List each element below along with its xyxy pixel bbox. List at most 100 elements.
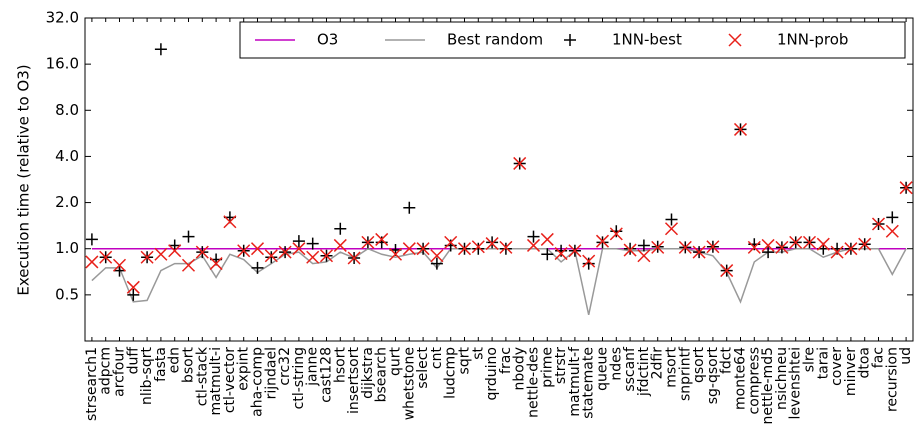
- data-point: [127, 288, 140, 301]
- data-point: [775, 240, 789, 254]
- x-tick-label: insertsort: [346, 347, 362, 415]
- data-point: [568, 244, 582, 258]
- x-tick-label: bsearch: [374, 347, 390, 402]
- data-point: [623, 243, 637, 257]
- x-tick-label: qsort: [691, 346, 707, 383]
- data-point: [361, 235, 375, 249]
- data-point: [85, 233, 98, 246]
- x-tick-label: fasta: [153, 347, 169, 382]
- data-point: [99, 250, 113, 264]
- x-tick-label: prime: [539, 347, 555, 388]
- x-tick-label: slre: [802, 347, 818, 372]
- x-tick-label: nsichneu: [774, 347, 790, 410]
- data-point: [830, 245, 844, 259]
- y-tick-label: 8.0: [55, 101, 79, 119]
- data-point: [582, 257, 595, 270]
- x-tick-label: rijndael: [263, 347, 279, 399]
- data-point: [610, 225, 623, 238]
- y-tick-label: 16.0: [46, 55, 79, 73]
- data-point: [637, 239, 650, 252]
- x-tick-label: aha-comp: [250, 347, 266, 417]
- data-point: [802, 235, 817, 249]
- x-tick-label: adpcm: [98, 347, 114, 395]
- data-point: [513, 156, 527, 170]
- legend-label: Best random: [447, 31, 543, 49]
- data-point: [237, 244, 251, 258]
- legend-marker: [564, 34, 576, 46]
- data-point: [85, 255, 99, 269]
- data-point: [899, 181, 913, 195]
- data-point: [762, 246, 775, 259]
- data-point: [733, 122, 748, 136]
- data-point: [251, 261, 264, 274]
- x-tick-label: fdct: [719, 347, 735, 375]
- data-point: [250, 242, 265, 256]
- data-point: [844, 242, 858, 256]
- data-point: [747, 240, 761, 254]
- data-point: [126, 280, 140, 294]
- data-point: [886, 211, 899, 224]
- data-point: [816, 237, 830, 251]
- data-point: [651, 240, 665, 254]
- data-point: [664, 222, 679, 236]
- x-tick-label: sscanf: [622, 346, 638, 392]
- x-tick-label: arcfour: [112, 347, 128, 397]
- data-point: [388, 247, 403, 261]
- x-tick-label: frac: [498, 347, 514, 374]
- data-point: [306, 250, 320, 264]
- x-tick-label: strsearch1: [84, 347, 100, 421]
- data-point: [334, 222, 347, 235]
- data-point: [292, 235, 305, 248]
- data-point: [264, 249, 278, 263]
- data-point: [430, 249, 444, 263]
- data-point: [375, 232, 389, 246]
- data-point: [527, 230, 540, 243]
- x-tick-label: expint: [236, 346, 252, 390]
- data-point: [692, 245, 706, 259]
- data-point: [555, 244, 568, 257]
- data-point: [292, 242, 306, 256]
- x-tick-label: tarai: [815, 347, 831, 379]
- x-tick-label: select: [415, 347, 431, 389]
- x-tick-label: ctl-vector: [222, 347, 238, 413]
- data-point: [168, 239, 181, 252]
- data-point: [223, 215, 237, 229]
- x-tick-label: queue: [595, 347, 611, 391]
- data-point: [278, 245, 292, 259]
- data-point: [596, 236, 609, 249]
- y-tick-label: 4.0: [55, 147, 79, 165]
- data-point: [789, 235, 803, 249]
- x-tick-label: cover: [829, 347, 845, 386]
- data-point: [319, 249, 334, 263]
- x-tick-label: duff: [125, 347, 141, 375]
- data-point: [871, 217, 886, 231]
- x-tick-label: bsort: [181, 346, 197, 383]
- data-point: [375, 236, 388, 249]
- data-point: [209, 257, 223, 271]
- x-tick-label: nettle-md5: [760, 347, 776, 424]
- data-point: [347, 251, 361, 265]
- legend-label: 1NN-prob: [777, 31, 848, 49]
- x-tick-label: whetstone: [401, 347, 417, 420]
- x-tick-label: edn: [167, 347, 183, 373]
- data-point: [154, 247, 168, 261]
- x-tick-label: qurt: [388, 347, 404, 377]
- data-point: [706, 240, 720, 254]
- data-point: [333, 238, 347, 252]
- data-point: [595, 234, 610, 248]
- data-point: [486, 236, 499, 249]
- x-tick-label: ndes: [608, 347, 624, 381]
- x-tick-label: strstr: [553, 347, 569, 384]
- x-tick-label: ctl-stack: [194, 346, 210, 406]
- x-tick-label: dijkstra: [360, 347, 376, 399]
- legend-label: 1NN-best: [612, 31, 682, 49]
- data-point: [499, 242, 512, 255]
- data-point: [182, 230, 195, 243]
- data-point: [444, 235, 458, 249]
- x-tick-label: cnt: [429, 346, 445, 369]
- data-point: [444, 239, 457, 252]
- x-tick-label: ludcmp: [443, 347, 459, 399]
- data-point: [541, 248, 554, 261]
- data-point: [403, 201, 416, 214]
- x-tick-label: levenshtei: [788, 347, 804, 419]
